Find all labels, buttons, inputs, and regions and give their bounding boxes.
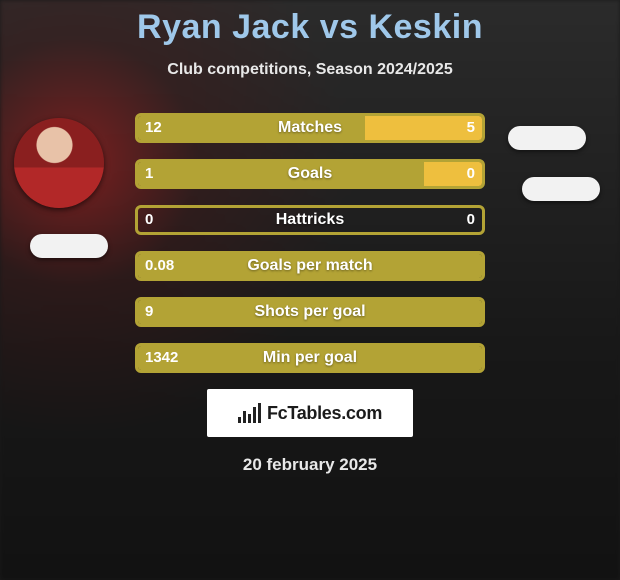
stat-label: Goals per match — [135, 251, 485, 281]
stat-value-left: 0.08 — [135, 251, 184, 281]
fctables-badge[interactable]: FcTables.com — [207, 389, 413, 437]
stat-value-left: 9 — [135, 297, 163, 327]
stat-label: Goals — [135, 159, 485, 189]
stat-row: Shots per goal9 — [135, 297, 485, 327]
flag-right-1 — [508, 126, 586, 150]
stat-value-right: 0 — [457, 205, 485, 235]
stat-value-left: 12 — [135, 113, 172, 143]
page-title: Ryan Jack vs Keskin — [0, 8, 620, 47]
stat-value-right: 0 — [457, 159, 485, 189]
stat-value-left: 0 — [135, 205, 163, 235]
avatar-placeholder — [14, 118, 104, 208]
subtitle: Club competitions, Season 2024/2025 — [0, 61, 620, 79]
comparison-card: Ryan Jack vs Keskin Club competitions, S… — [0, 0, 620, 580]
stat-label: Matches — [135, 113, 485, 143]
stat-row: Matches12 5 — [135, 113, 485, 143]
stat-value-right: 5 — [457, 113, 485, 143]
badge-text: FcTables.com — [267, 403, 382, 424]
date-text: 20 february 2025 — [0, 455, 620, 475]
badge-bars-icon — [238, 403, 261, 423]
stat-row: Min per goal1342 — [135, 343, 485, 373]
player-avatar-left — [14, 118, 104, 208]
stat-row: Goals per match0.08 — [135, 251, 485, 281]
flag-right-2 — [522, 177, 600, 201]
flag-left — [30, 234, 108, 258]
stat-label: Hattricks — [135, 205, 485, 235]
stat-value-left: 1342 — [135, 343, 188, 373]
stat-label: Shots per goal — [135, 297, 485, 327]
stat-value-left: 1 — [135, 159, 163, 189]
stat-row: Goals1 0 — [135, 159, 485, 189]
stat-row: Hattricks0 0 — [135, 205, 485, 235]
stats-container: Matches125Goals10Hattricks00Goals per ma… — [135, 113, 485, 373]
